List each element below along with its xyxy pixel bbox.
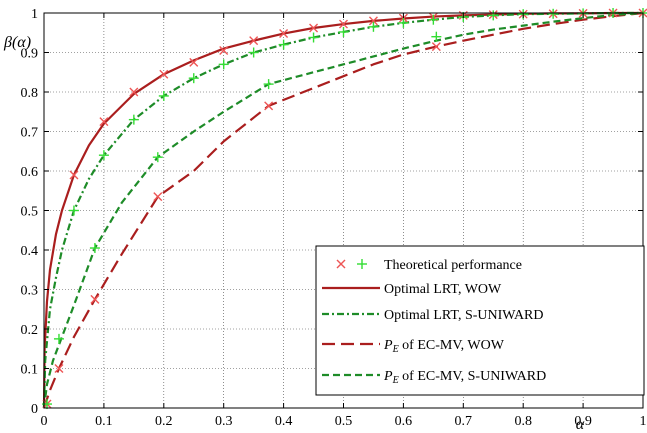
pe-wow-suffix: of EC-MV, WOW [399, 338, 505, 353]
theoretical-plus-marker [428, 14, 439, 25]
theoretical-x-marker [189, 57, 199, 67]
theoretical-plus-marker [431, 31, 442, 42]
theoretical-x-marker [279, 29, 289, 39]
x-tick-label: 0.9 [574, 414, 592, 429]
legend-label-theoretical: Theoretical performance [384, 258, 522, 273]
x-tick-label: 0.3 [215, 414, 233, 429]
theoretical-x-marker [431, 42, 441, 52]
theoretical-plus-marker [398, 17, 409, 28]
theoretical-plus-marker [89, 243, 100, 254]
y-tick-label: 0.1 [21, 363, 39, 378]
legend-label-pe-suniward: PE of EC-MV, S-UNIWARD [383, 369, 546, 386]
legend-entry-pe-suniward: PE of EC-MV, S-UNIWARD [322, 369, 546, 386]
theoretical-plus-marker [263, 79, 274, 90]
x-tick-label: 0.7 [455, 414, 473, 429]
y-tick-label: 0.5 [21, 205, 39, 220]
theoretical-plus-marker [308, 32, 319, 43]
theoretical-plus-marker [98, 150, 109, 161]
theoretical-x-marker [368, 16, 378, 26]
legend-label-lrt-wow: Optimal LRT, WOW [384, 282, 502, 297]
pe-suniward-suffix: of EC-MV, S-UNIWARD [399, 369, 547, 384]
theoretical-plus-marker [152, 152, 163, 163]
theoretical-x-marker [264, 101, 274, 111]
legend-plus-marker [357, 259, 367, 269]
legend: Theoretical performance Optimal LRT, WOW… [315, 245, 645, 396]
theoretical-x-marker [90, 294, 100, 304]
x-tick-label: 0.1 [95, 414, 113, 429]
theoretical-x-marker [339, 19, 348, 29]
tick-labels: 0 0.1 0.2 0.3 0.4 0.5 0.6 0.7 0.8 0.9 1 0 0.1 0.2 0.3 0… [21, 7, 647, 429]
theoretical-x-marker [219, 46, 229, 56]
x-tick-label: 1 [640, 414, 647, 429]
theoretical-plus-marker [188, 73, 199, 84]
y-tick-label: 0.4 [21, 244, 39, 259]
theoretical-plus-marker [53, 333, 64, 344]
legend-entry-lrt-wow: Optimal LRT, WOW [322, 282, 502, 297]
theoretical-plus-marker [548, 8, 559, 19]
series-line-3 [42, 11, 644, 409]
theoretical-plus-marker [368, 21, 379, 32]
legend-entry-lrt-suniward: Optimal LRT, S-UNIWARD [322, 308, 544, 323]
x-tick-label: 0.8 [514, 414, 532, 429]
legend-entry-pe-wow: PE of EC-MV, WOW [322, 338, 505, 355]
theoretical-x-marker [54, 364, 64, 373]
theoretical-x-marker [249, 36, 259, 46]
y-tick-label: 0.2 [21, 323, 39, 338]
theoretical-x-marker [99, 117, 109, 127]
theoretical-plus-marker [128, 114, 139, 125]
y-tick-label: 0.9 [21, 47, 39, 62]
x-tick-label: 0.4 [275, 414, 293, 429]
y-tick-label: 0.7 [21, 126, 39, 141]
y-tick-label: 0.3 [21, 284, 39, 299]
pe-subscript: E [392, 375, 399, 386]
grid-lines [44, 13, 643, 408]
y-tick-label: 0.8 [21, 86, 39, 101]
theoretical-plus-marker [68, 205, 79, 216]
theoretical-plus-marker [488, 10, 499, 21]
legend-label-lrt-suniward: Optimal LRT, S-UNIWARD [384, 308, 544, 323]
theoretical-plus-marker [278, 39, 289, 50]
x-tick-label: 0.6 [395, 414, 413, 429]
series-line-2 [42, 11, 644, 409]
pe-symbol: P [383, 369, 393, 384]
x-tick-label: 0 [41, 414, 48, 429]
markers-layer [41, 8, 647, 410]
legend-label-pe-wow: PE of EC-MV, WOW [383, 338, 505, 355]
theoretical-plus-marker [338, 26, 349, 37]
pe-symbol: P [383, 338, 393, 353]
theoretical-x-marker [309, 23, 319, 33]
x-tick-label: 0.2 [155, 414, 173, 429]
theoretical-plus-marker [158, 90, 169, 101]
y-tick-label: 0.6 [21, 165, 39, 180]
theoretical-x-marker [129, 87, 139, 97]
theoretical-x-marker [153, 192, 163, 202]
theoretical-plus-marker [218, 59, 229, 70]
theoretical-plus-marker [248, 47, 259, 58]
x-tick-label: 0.5 [335, 414, 353, 429]
legend-box [315, 245, 645, 396]
pe-subscript: E [392, 344, 399, 355]
x-axis-label: α [576, 416, 585, 433]
legend-entry-theoretical: Theoretical performance [336, 258, 522, 273]
legend-x-marker [336, 259, 346, 269]
y-tick-label: 1 [31, 7, 38, 22]
y-axis-label: β(α) [3, 34, 31, 51]
theoretical-x-marker [69, 170, 79, 180]
y-tick-label: 0 [31, 402, 38, 417]
theoretical-x-marker [159, 69, 169, 79]
